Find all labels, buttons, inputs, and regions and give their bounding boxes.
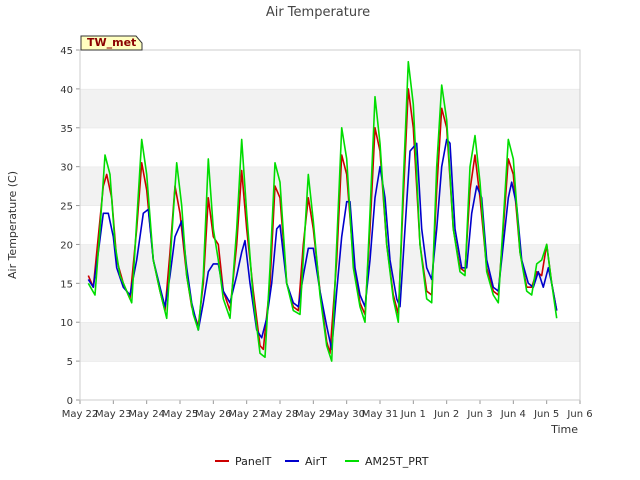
- legend-label: PanelT: [235, 455, 272, 468]
- x-tick-label: Jun 6: [566, 409, 592, 420]
- x-tick-label: May 30: [328, 409, 365, 420]
- legend-label: AirT: [305, 455, 327, 468]
- x-tick-label: May 24: [128, 409, 165, 420]
- series-lines: [87, 60, 558, 362]
- y-tick-label: 10: [60, 318, 73, 329]
- x-tick-label: May 23: [95, 409, 132, 420]
- grid-band: [80, 166, 580, 206]
- x-tick-label: May 28: [262, 409, 299, 420]
- grid-band: [80, 50, 580, 89]
- y-tick-label: 40: [60, 85, 73, 96]
- grid-band: [80, 361, 580, 400]
- grid-band: [80, 127, 580, 167]
- x-tick-label: May 25: [162, 409, 199, 420]
- y-tick-label: 0: [67, 396, 73, 407]
- y-tick-label: 30: [60, 163, 73, 174]
- y-axis-ticks: 0 5 10 15 20 25 30 35 40 45: [60, 46, 80, 407]
- y-axis-label: Air Temperature (C): [6, 171, 19, 279]
- x-tick-label: May 27: [228, 409, 265, 420]
- x-tick-label: May 22: [62, 409, 99, 420]
- x-tick-label: Jun 3: [466, 409, 492, 420]
- x-tick-label: May 26: [195, 409, 232, 420]
- x-tick-label: Jun 4: [500, 409, 526, 420]
- y-tick-label: 15: [60, 279, 73, 290]
- station-badge-shape: [80, 35, 143, 51]
- series-line-am25t-prt: [87, 60, 558, 362]
- x-axis-label: Time: [550, 423, 578, 436]
- grid-band: [80, 244, 580, 284]
- legend: PanelT AirT AM25T_PRT: [215, 455, 429, 468]
- chart-title: Air Temperature: [266, 5, 370, 20]
- x-tick-label: May 31: [362, 409, 399, 420]
- x-tick-label: Jun 2: [433, 409, 459, 420]
- x-tick-label: Jun 1: [400, 409, 426, 420]
- station-badge: TW_met: [80, 35, 143, 51]
- x-tick-label: May 29: [295, 409, 332, 420]
- grid-band: [80, 88, 580, 128]
- legend-label: AM25T_PRT: [365, 455, 429, 468]
- y-tick-label: 25: [60, 202, 73, 213]
- plot-frame: [79, 49, 581, 401]
- y-tick-label: 45: [60, 46, 73, 57]
- grid-band: [80, 205, 580, 245]
- y-tick-label: 35: [60, 124, 73, 135]
- y-tick-label: 20: [60, 240, 73, 251]
- grid-band: [80, 283, 580, 323]
- grid-bands: [80, 49, 580, 400]
- x-tick-label: Jun 5: [533, 409, 559, 420]
- y-tick-label: 5: [67, 357, 73, 368]
- station-badge-label: TW_met: [87, 36, 136, 49]
